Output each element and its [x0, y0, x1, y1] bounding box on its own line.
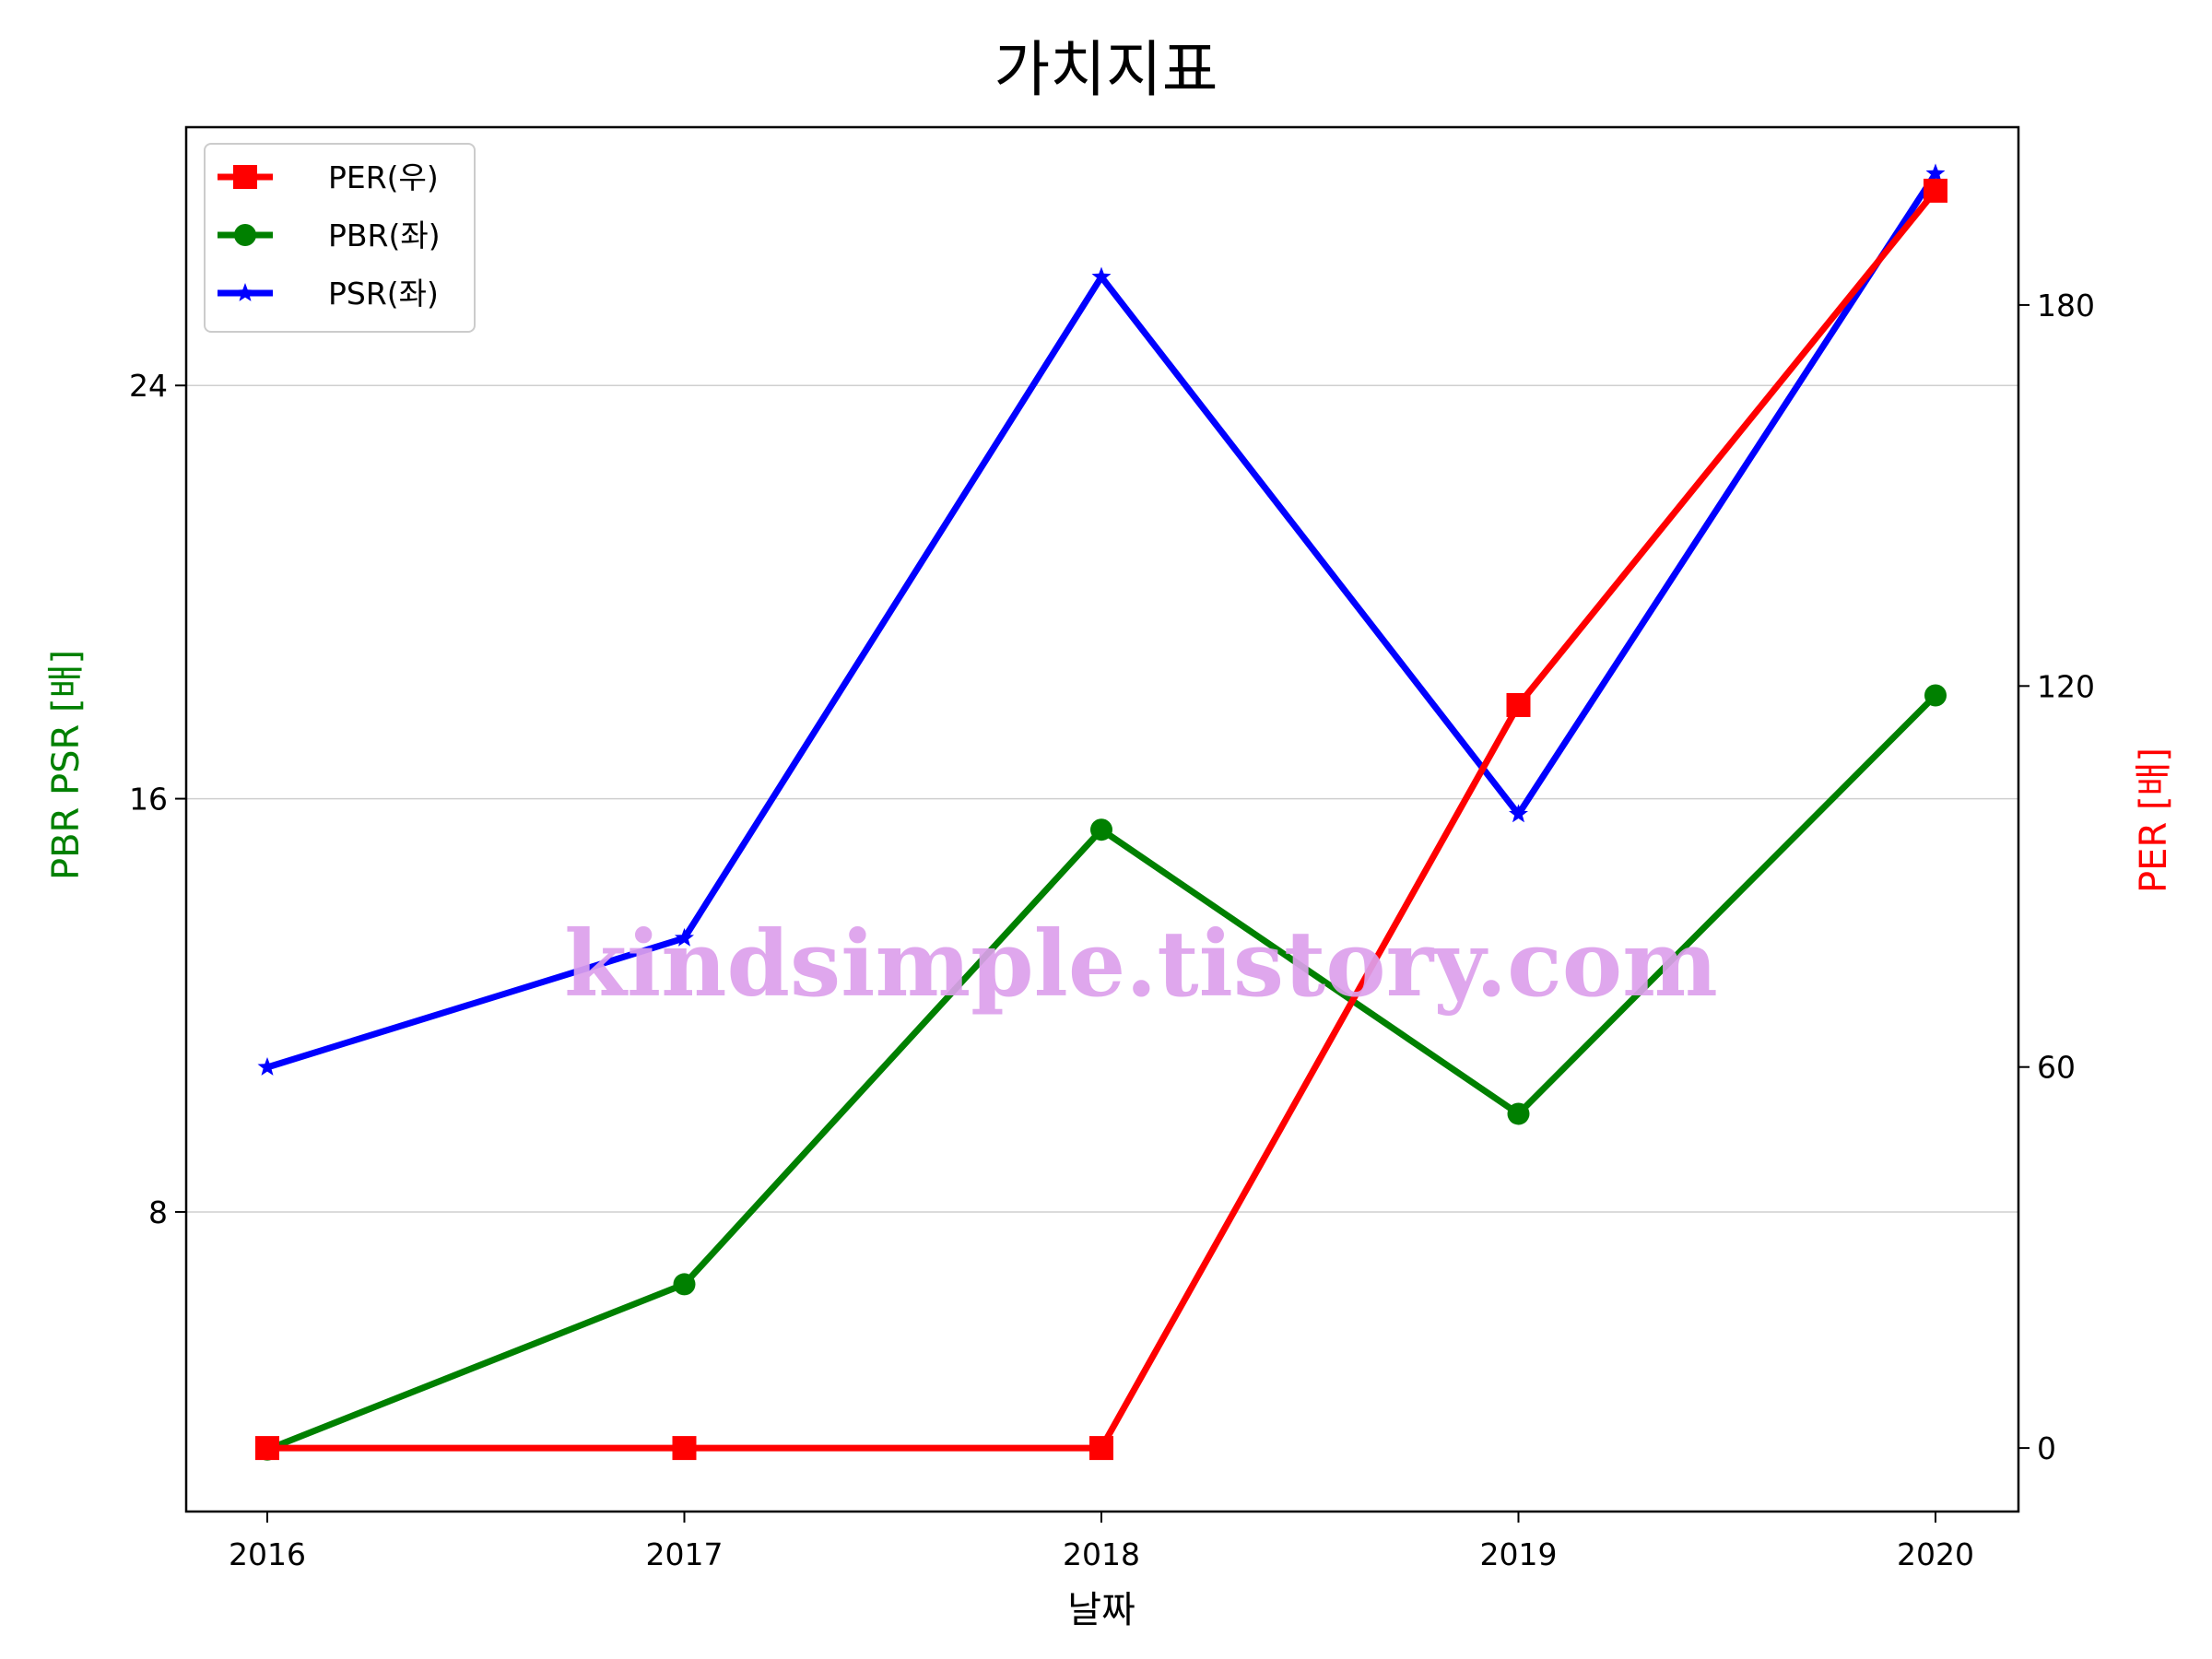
right-tick-label: 0 — [2037, 1430, 2056, 1466]
x-tick-label: 2020 — [1897, 1536, 1974, 1572]
x-tick-label: 2018 — [1063, 1536, 1140, 1572]
per-point — [255, 1436, 279, 1461]
series-pbr — [256, 684, 1947, 1461]
psr-point — [1091, 266, 1112, 286]
right-y-axis-label: PER [배] — [2133, 747, 2175, 893]
pbr-point — [1090, 818, 1112, 841]
legend-marker — [234, 224, 256, 246]
pbr-point — [1924, 684, 1947, 707]
x-axis: 2016 2017 2018 2019 2020 — [229, 1512, 1974, 1572]
legend-item-psr: PSR(좌) — [218, 276, 439, 312]
psr-point — [1509, 804, 1528, 823]
legend-label: PSR(좌) — [328, 276, 439, 312]
right-tick-label: 60 — [2037, 1050, 2076, 1086]
legend-label: PER(우) — [328, 159, 439, 195]
per-point — [1089, 1436, 1113, 1461]
right-y-axis: 0 60 120 180 — [2018, 288, 2095, 1466]
psr-point — [257, 1057, 277, 1076]
psr-point — [675, 927, 694, 947]
per-point — [672, 1436, 697, 1461]
left-y-axis: 8 16 24 — [129, 368, 186, 1230]
watermark: kindsimple.tistory.com — [564, 912, 1718, 1018]
left-tick-label: 8 — [148, 1194, 168, 1230]
legend-marker — [233, 165, 257, 189]
right-tick-label: 120 — [2037, 668, 2095, 704]
legend-label: PBR(좌) — [328, 218, 441, 253]
legend-box — [204, 143, 476, 333]
right-tick-label: 180 — [2037, 288, 2095, 324]
series-psr — [257, 163, 1946, 1076]
pbr-point — [1507, 1102, 1530, 1125]
plot-frame — [184, 125, 2020, 1513]
pbr-line — [265, 693, 1938, 1453]
psr-point — [1925, 163, 1946, 182]
per-point — [1924, 178, 1947, 203]
left-y-axis-label: PBR PSR [배] — [45, 650, 88, 880]
x-axis-label: 날짜 — [1067, 1589, 1135, 1631]
series-layer — [255, 163, 1947, 1461]
pbr-point — [673, 1273, 696, 1296]
left-tick-label: 24 — [129, 368, 168, 404]
x-tick-label: 2019 — [1480, 1536, 1558, 1572]
per-point — [1506, 692, 1531, 717]
x-tick-label: 2016 — [229, 1536, 306, 1572]
legend-item-per: PER(우) — [218, 159, 439, 195]
grid-layer — [186, 384, 2018, 1213]
legend: PER(우) PBR(좌) PSR(좌) — [204, 143, 476, 333]
chart-title: 가치지표 — [994, 34, 1218, 105]
series-per — [255, 178, 1947, 1461]
left-tick-label: 16 — [129, 782, 168, 818]
x-tick-label: 2017 — [646, 1536, 724, 1572]
legend-item-pbr: PBR(좌) — [218, 218, 441, 253]
legend-marker — [235, 283, 255, 301]
